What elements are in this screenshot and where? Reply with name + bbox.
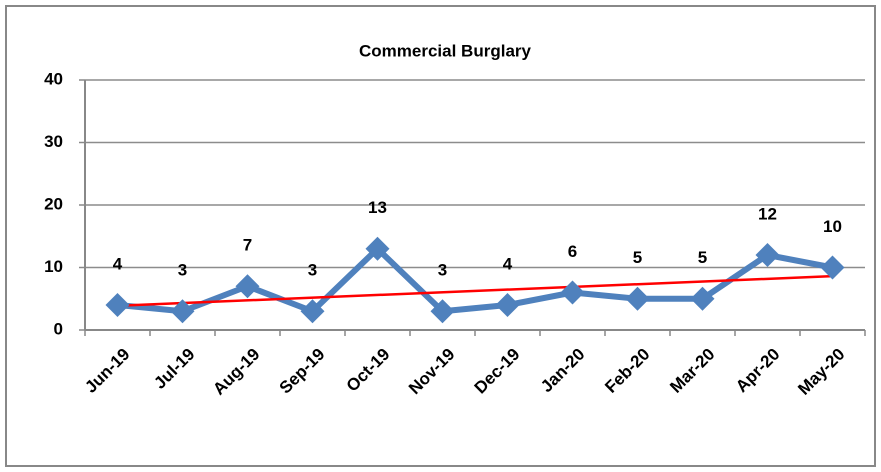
marker [300,299,325,324]
data-label: 6 [568,242,577,261]
marker [430,299,455,324]
marker [560,280,585,305]
y-tick-label: 10 [44,257,63,276]
data-label: 12 [758,204,777,223]
marker [820,255,845,280]
data-label: 3 [178,261,187,280]
data-label: 4 [113,254,123,273]
y-tick-label: 30 [44,132,63,151]
trendline [117,274,833,307]
data-label: 4 [503,254,513,273]
data-label: 13 [368,198,387,217]
series-line [117,245,834,315]
y-tick-label: 0 [54,319,63,338]
data-label: 5 [698,248,707,267]
marker [235,274,260,299]
marker [170,299,195,324]
marker [105,293,130,317]
data-label: 5 [633,248,642,267]
marker [690,286,715,311]
y-tick-label: 40 [44,69,63,88]
chart-frame [5,5,876,467]
data-label: 3 [438,261,447,280]
marker [495,293,520,317]
chart-title: Commercial Burglary [359,41,531,60]
marker [365,236,390,261]
data-label: 7 [243,236,252,255]
data-label: 10 [823,217,842,236]
y-tick-label: 20 [44,194,63,213]
data-label: 3 [308,261,317,280]
marker [755,243,780,267]
marker [625,286,650,311]
